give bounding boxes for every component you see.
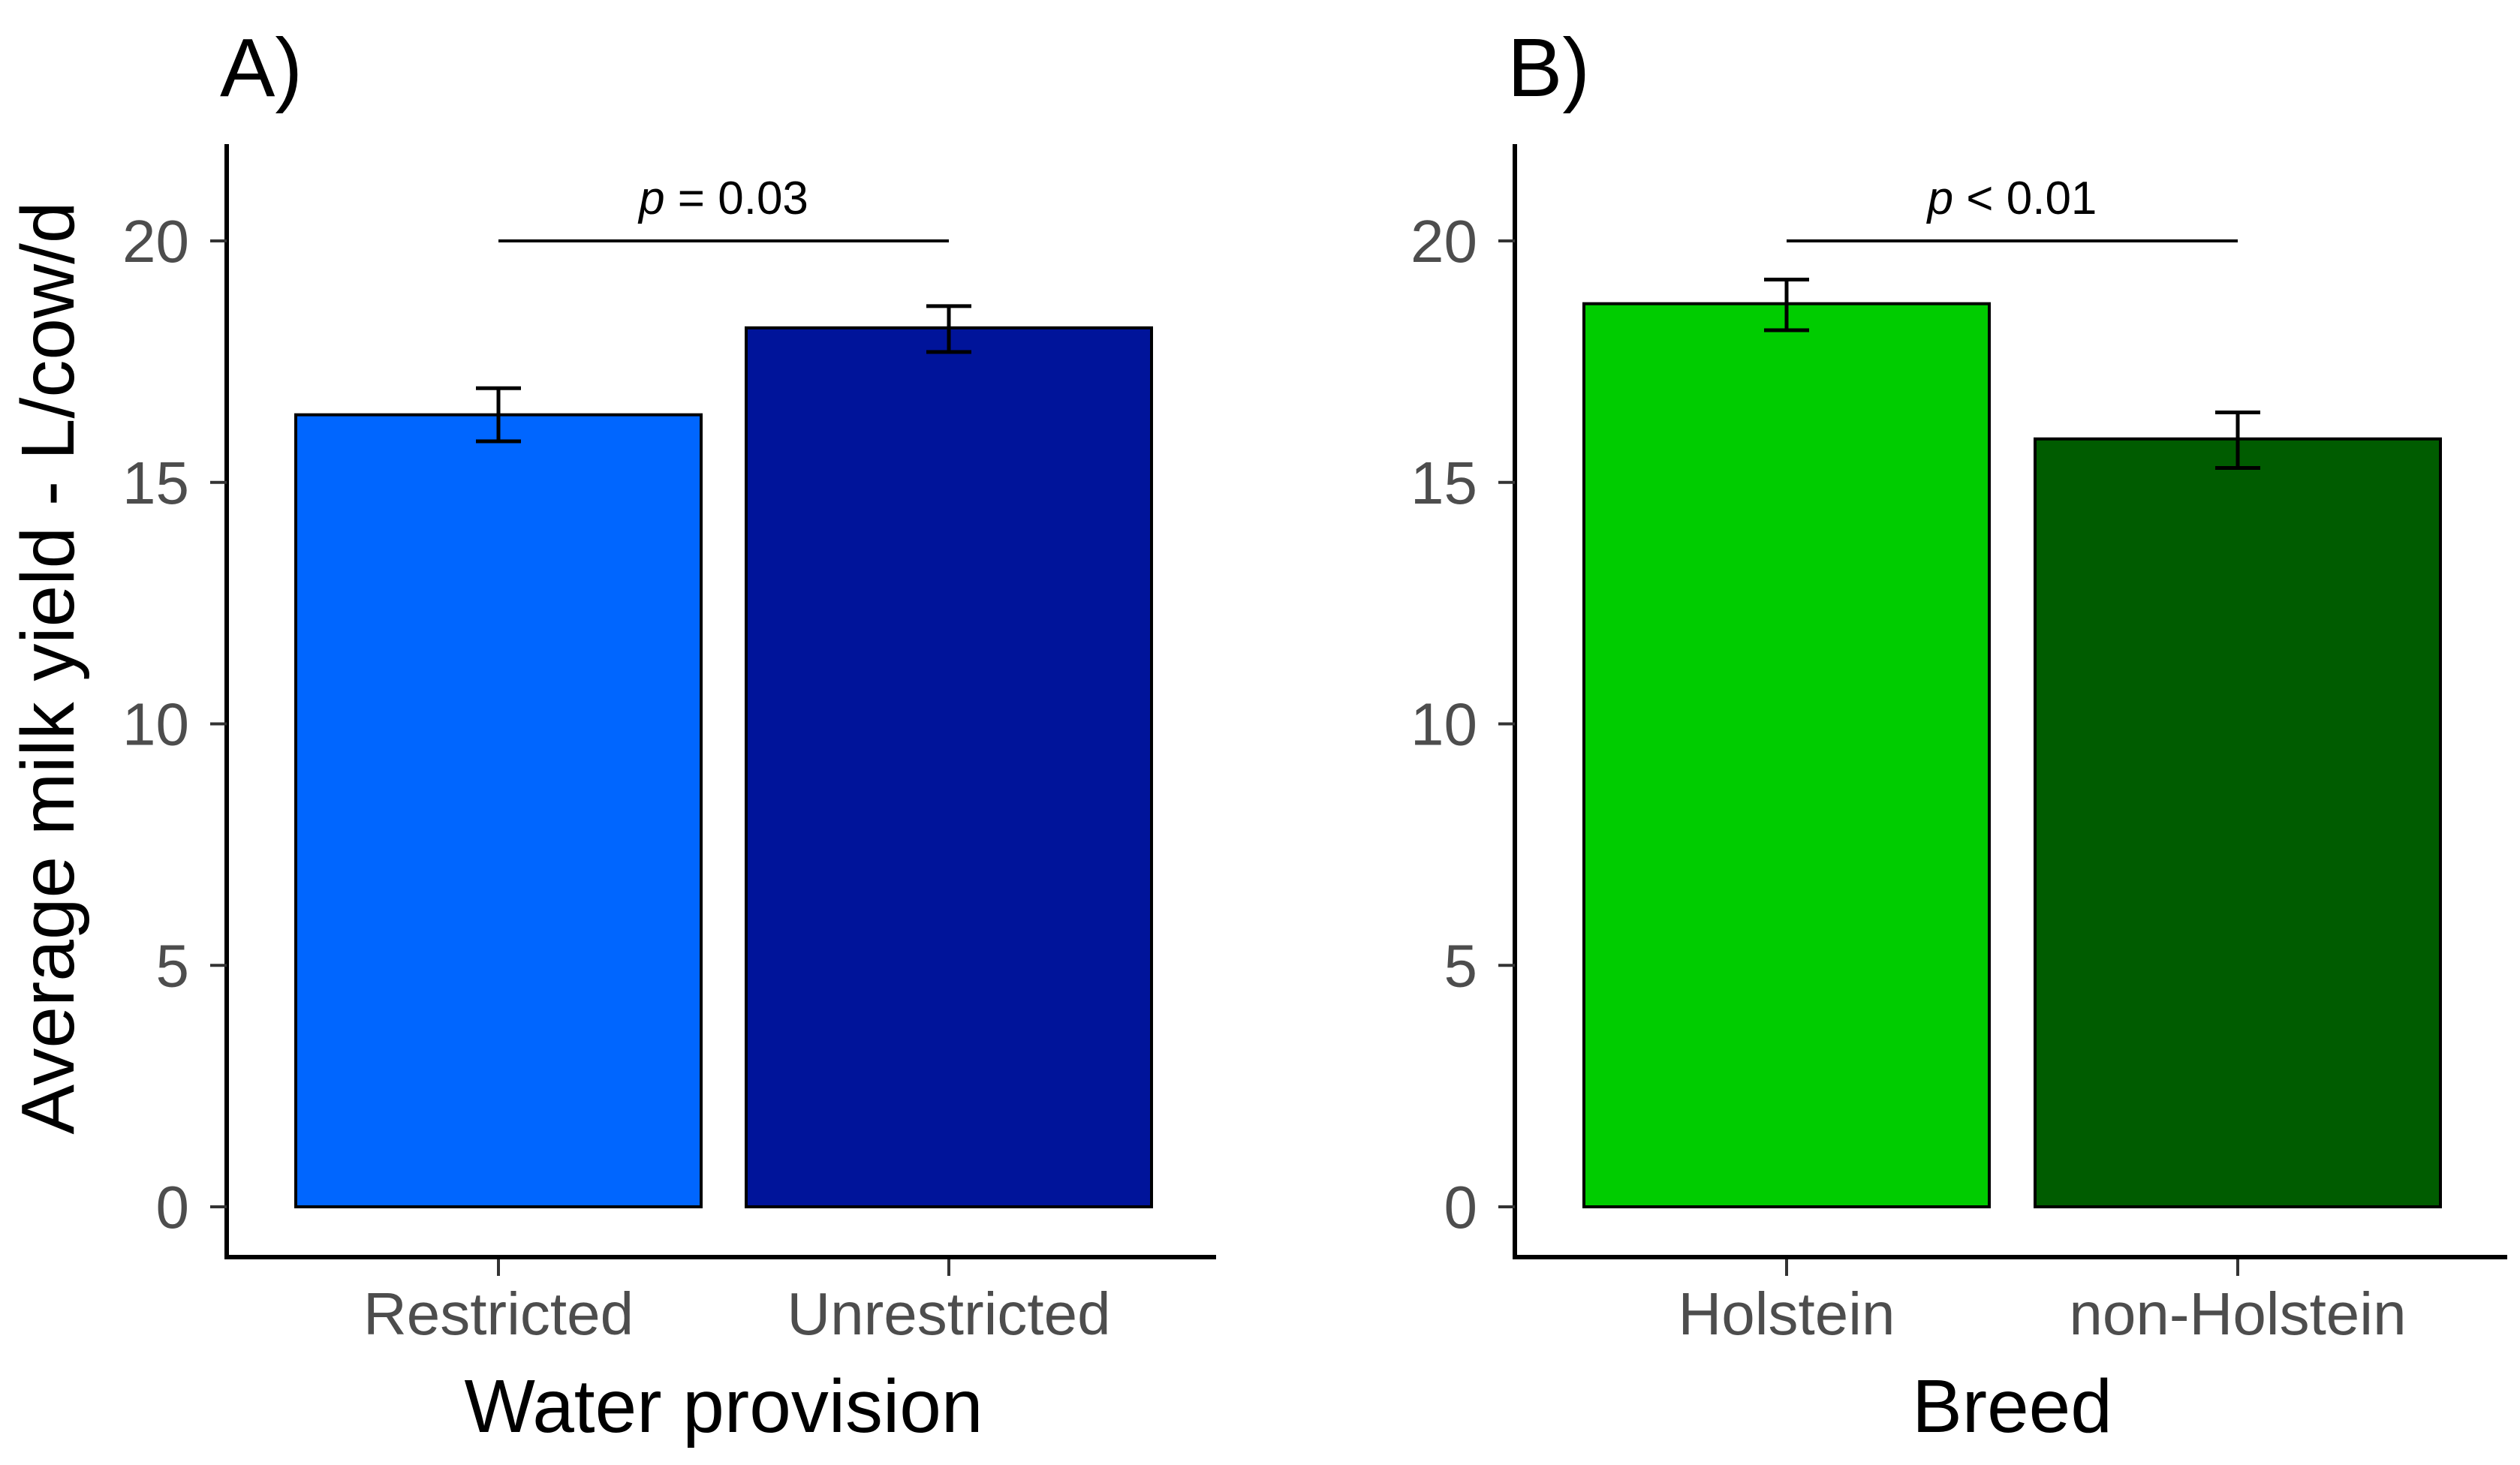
p-value-annotation-b: p < 0.01 <box>1926 173 2097 224</box>
panel-b-label: B) <box>1507 22 1590 114</box>
y-tick-label-b: 0 <box>1444 1174 1478 1241</box>
x-tick-label-a: Restricted <box>363 1280 634 1347</box>
panel-a: A) 0 5 10 15 20 Restricted Unrestricted Water pr… <box>122 22 1216 1448</box>
y-tick-label-b: 15 <box>1411 450 1477 516</box>
p-symbol: p <box>637 173 664 224</box>
panel-a-label: A) <box>220 22 303 114</box>
y-tick-label-a: 15 <box>122 450 189 516</box>
panel-b: B) 0 5 10 15 20 Holstein non-Holstein Breed p < 0… <box>1411 22 2507 1448</box>
y-tick-label-a: 10 <box>122 691 189 758</box>
x-tick-label-b: non-Holstein <box>2069 1280 2406 1347</box>
error-bar-a-1 <box>476 386 521 444</box>
p-value-text: < 0.01 <box>1953 173 2097 224</box>
p-value-text: = 0.03 <box>665 173 808 224</box>
bar-a-unrestricted <box>745 326 1153 1209</box>
error-bar-b-2 <box>2215 410 2260 470</box>
error-bar-a-2 <box>926 304 971 354</box>
bar-b-holstein <box>1582 302 1991 1208</box>
error-bar-b-1 <box>1764 277 1809 332</box>
y-tick-label-a: 5 <box>156 932 190 999</box>
y-tick-label-a: 20 <box>122 208 189 275</box>
p-symbol: p <box>1926 173 1953 224</box>
p-value-annotation-a: p = 0.03 <box>637 173 808 224</box>
y-tick-label-b: 10 <box>1411 691 1477 758</box>
y-tick-label-b: 5 <box>1444 932 1478 999</box>
x-axis-title-b: Breed <box>1912 1364 2112 1448</box>
y-axis-title: Average milk yield - L/cow/d <box>6 201 90 1134</box>
x-axis-title-a: Water provision <box>465 1364 983 1448</box>
x-tick-label-b: Holstein <box>1678 1280 1895 1347</box>
y-tick-label-b: 20 <box>1411 208 1477 275</box>
bar-b-non-holstein <box>2034 437 2442 1208</box>
x-tick-label-a: Unrestricted <box>787 1280 1110 1347</box>
bar-a-restricted <box>294 413 703 1208</box>
y-tick-label-a: 0 <box>156 1174 190 1241</box>
